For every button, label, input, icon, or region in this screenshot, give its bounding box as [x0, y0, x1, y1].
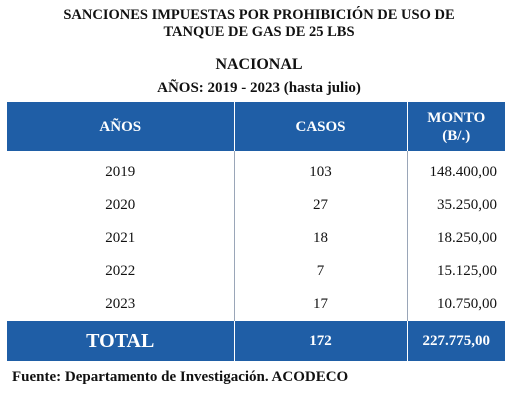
cell-cases: 103 [234, 151, 408, 189]
column-header-amount: MONTO (B/.) [407, 102, 505, 151]
report-subtitle: NACIONAL [215, 56, 303, 73]
table-row: 2022 7 15.125,00 [7, 255, 505, 288]
years-range: AÑOS: 2019 - 2023 (hasta julio) [157, 80, 361, 96]
table-row: 2023 17 10.750,00 [7, 288, 505, 321]
cell-year: 2021 [7, 222, 235, 255]
cell-amount: 148.400,00 [429, 164, 498, 180]
cell-amount: 10.750,00 [437, 296, 497, 312]
cell-amount: 15.125,00 [437, 263, 497, 279]
table-row: 2021 18 18.250,00 [7, 222, 505, 255]
cell-cases: 18 [234, 222, 408, 255]
table-header-row: AÑOS CASOS MONTO (B/.) [7, 102, 505, 151]
cell-year: 2023 [7, 288, 235, 321]
total-cases: 172 [234, 321, 408, 361]
table-row: 2020 27 35.250,00 [7, 189, 505, 222]
cell-year: 2019 [7, 151, 235, 189]
cell-year: 2022 [7, 255, 235, 288]
total-label: TOTAL [7, 321, 235, 361]
table-row: 2019 103 148.400,00 [7, 151, 505, 189]
cell-year: 2020 [7, 189, 235, 222]
column-header-cases: CASOS [234, 102, 408, 151]
total-amount: 227.775,00 [407, 321, 505, 361]
column-header-amount-unit: (B/.) [442, 127, 471, 144]
report-title-line-2: TANQUE DE GAS DE 25 LBS [163, 24, 355, 40]
report-title-line-1: SANCIONES IMPUESTAS POR PROHIBICIÓN DE U… [63, 7, 455, 23]
cell-amount: 35.250,00 [437, 197, 497, 213]
total-row: TOTAL 172 227.775,00 [7, 321, 505, 361]
column-header-years: AÑOS [7, 102, 235, 151]
cell-cases: 17 [234, 288, 408, 321]
sanctions-table: AÑOS CASOS MONTO (B/.) 2019 103 148.400,… [7, 102, 505, 361]
source-note: Fuente: Departamento de Investigación. A… [12, 369, 349, 385]
column-header-amount-label: MONTO [427, 109, 486, 126]
cell-cases: 7 [234, 255, 408, 288]
cell-amount: 18.250,00 [437, 230, 497, 246]
cell-cases: 27 [234, 189, 408, 222]
